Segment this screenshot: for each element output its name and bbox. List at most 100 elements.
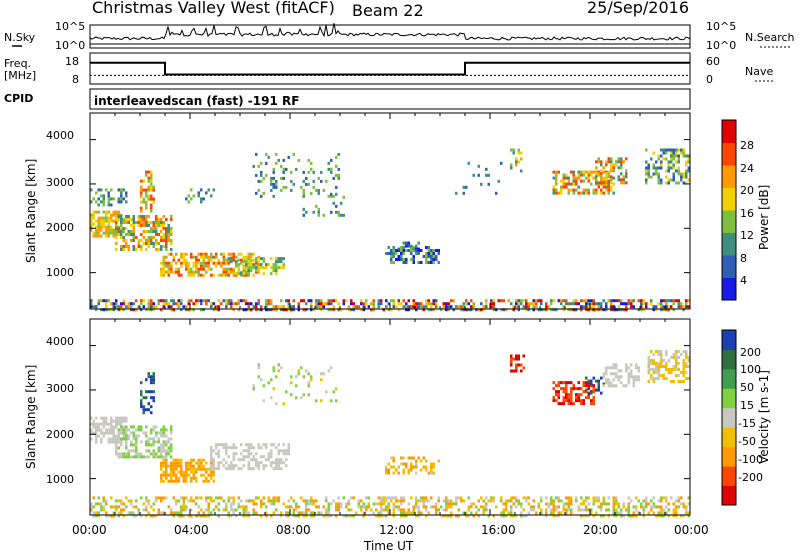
power-cell-4 — [207, 264, 210, 268]
power-cell-16 — [192, 308, 195, 312]
velocity-cell-1 — [125, 443, 128, 447]
power-cell-13 — [602, 191, 605, 195]
freq-frame — [89, 52, 691, 85]
power-cell-16 — [587, 299, 590, 303]
power-cell-0 — [105, 231, 108, 235]
power-cell-4 — [170, 267, 173, 271]
velocity-cell-6 — [415, 459, 418, 463]
power-cell-2 — [170, 230, 173, 233]
velocity-cell-1 — [125, 437, 128, 441]
velocity-cell-12 — [582, 508, 585, 512]
power-cell-14 — [625, 175, 628, 179]
power-cell-16 — [245, 302, 248, 306]
velocity-cell-12 — [577, 508, 580, 512]
power-cell-16 — [605, 305, 608, 309]
velocity-cell-2 — [152, 396, 155, 400]
power-cell-8 — [305, 210, 308, 214]
velocity-cell-1 — [130, 449, 133, 453]
velocity-cell-12 — [660, 496, 663, 500]
velocity-cell-4 — [247, 467, 250, 471]
velocity-cell-3 — [197, 464, 200, 468]
power-cell-16 — [172, 302, 175, 306]
velocity-cell-3 — [192, 476, 195, 480]
power-cell-16 — [440, 308, 443, 312]
power-cell-6 — [212, 188, 215, 192]
velocity-cell-2 — [152, 378, 155, 382]
velocity-cell-2 — [152, 375, 155, 379]
velocity-cell-12 — [432, 505, 435, 509]
power-cell-3 — [140, 191, 143, 195]
power-cell-5 — [237, 263, 240, 267]
velocity-cell-12 — [220, 496, 223, 500]
power-cell-2 — [147, 215, 150, 218]
velocity-cell-3 — [195, 461, 198, 465]
power-cell-15 — [652, 172, 655, 176]
power-cell-16 — [457, 305, 460, 309]
power-cell-2 — [125, 233, 128, 236]
velocity-cell-1 — [130, 440, 133, 444]
power-cell-16 — [580, 305, 583, 309]
power-colorbar-segment — [722, 210, 736, 233]
power-cell-4 — [192, 264, 195, 268]
velocity-cell-1 — [157, 440, 160, 444]
power-cell-2 — [117, 227, 120, 230]
velocity-cell-3 — [167, 464, 170, 468]
velocity-cell-12 — [217, 496, 220, 500]
power-cell-1 — [110, 197, 113, 201]
velocity-cell-12 — [507, 499, 510, 503]
velocity-cell-10 — [605, 378, 608, 382]
velocity-cell-12 — [502, 511, 505, 515]
power-cell-3 — [152, 197, 155, 201]
velocity-cell-12 — [665, 499, 668, 503]
power-cell-4 — [250, 252, 253, 256]
velocity-cell-6 — [410, 465, 413, 469]
power-cell-3 — [152, 200, 155, 204]
velocity-cell-10 — [605, 381, 608, 385]
velocity-cell-12 — [397, 508, 400, 512]
velocity-cell-8 — [567, 396, 570, 400]
velocity-cell-12 — [550, 502, 553, 506]
velocity-cell-4 — [270, 464, 273, 468]
power-cell-14 — [607, 172, 610, 176]
power-cell-13 — [587, 170, 590, 174]
velocity-cell-5 — [262, 399, 265, 403]
velocity-cell-12 — [157, 496, 160, 500]
power-cell-16 — [415, 308, 418, 312]
velocity-cell-0 — [115, 434, 118, 438]
velocity-cell-12 — [532, 499, 535, 503]
power-cell-14 — [612, 169, 615, 173]
power-cell-9 — [395, 249, 398, 252]
velocity-cell-3 — [162, 473, 165, 477]
power-cell-16 — [677, 299, 680, 303]
power-cell-16 — [252, 305, 255, 309]
power-cell-16 — [522, 299, 525, 303]
velocity-cell-4 — [280, 461, 283, 465]
power-cell-14 — [622, 178, 625, 182]
velocity-cell-12 — [402, 496, 405, 500]
velocity-cell-12 — [380, 505, 383, 509]
velocity-cell-12 — [120, 508, 123, 512]
power-cell-3 — [142, 179, 145, 183]
velocity-cell-12 — [567, 508, 570, 512]
velocity-cell-3 — [192, 473, 195, 477]
power-cell-16 — [352, 308, 355, 312]
velocity-cell-12 — [235, 514, 238, 518]
velocity-cell-12 — [680, 514, 683, 518]
power-cell-13 — [560, 191, 563, 195]
velocity-cell-1 — [170, 428, 173, 432]
power-cell-16 — [650, 299, 653, 303]
velocity-cell-1 — [135, 446, 138, 450]
power-cell-2 — [160, 230, 163, 233]
velocity-cell-12 — [297, 514, 300, 518]
velocity-cell-1 — [162, 443, 165, 447]
power-cell-14 — [610, 157, 613, 161]
velocity-cell-10 — [605, 372, 608, 376]
velocity-cell-0 — [105, 416, 108, 420]
power-cell-2 — [117, 215, 120, 218]
velocity-cell-0 — [95, 434, 98, 438]
velocity-cell-12 — [422, 505, 425, 509]
power-cell-16 — [287, 302, 290, 306]
velocity-cell-12 — [205, 499, 208, 503]
power-cell-5 — [247, 269, 250, 273]
power-ytick-2000: 2000 — [46, 221, 74, 234]
